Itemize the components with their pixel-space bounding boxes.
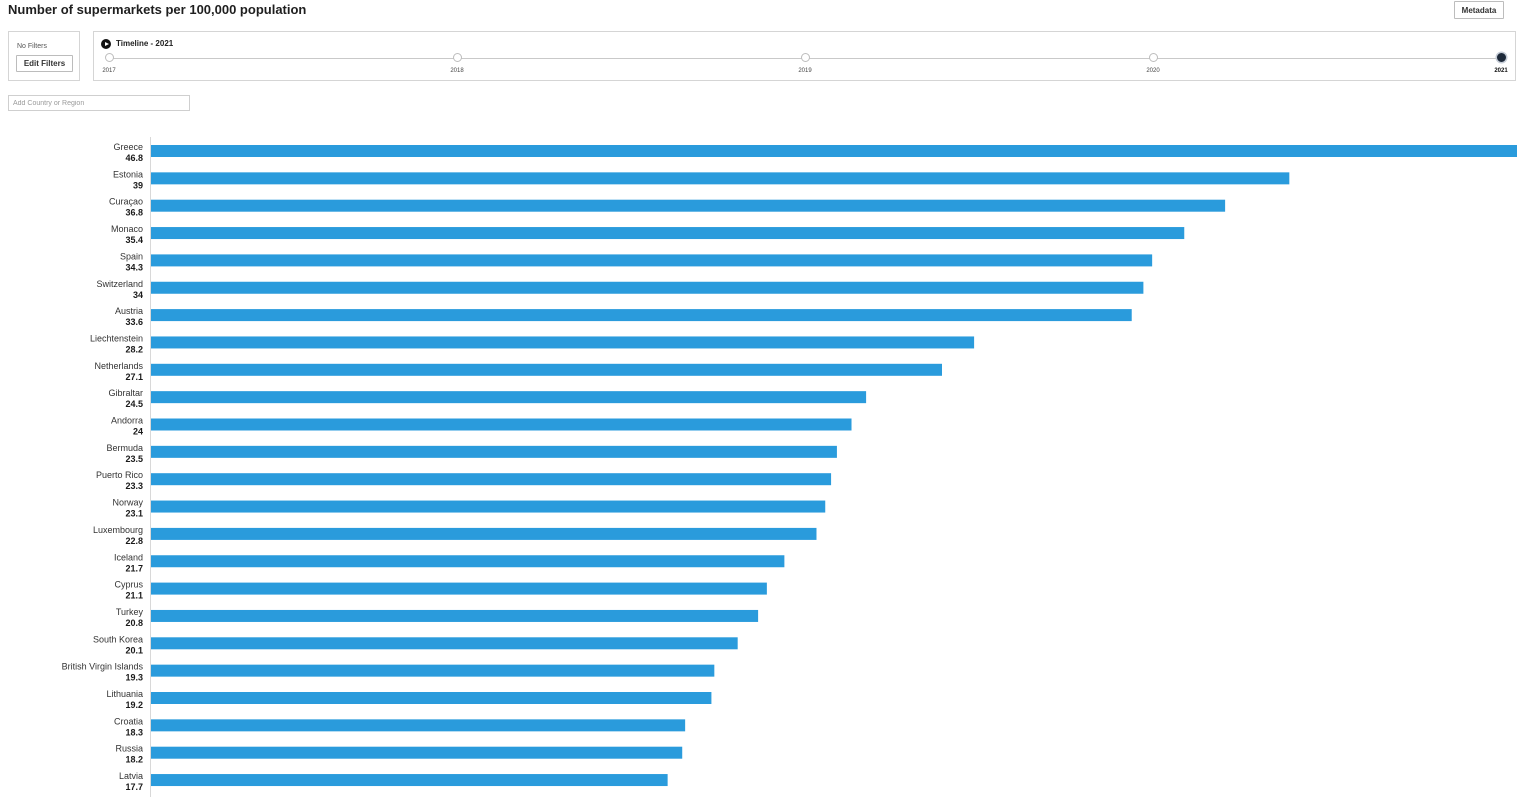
bar-category-label: Monaco	[111, 224, 143, 234]
timeline-node-2020[interactable]	[1149, 53, 1158, 62]
play-icon	[104, 42, 109, 46]
country-search-input[interactable]	[8, 95, 190, 111]
bar-estonia[interactable]	[151, 172, 1290, 185]
bar-value-label: 23.3	[125, 481, 143, 491]
bar-category-label: Russia	[115, 744, 143, 754]
bar-russia[interactable]	[151, 746, 683, 759]
bar-value-label: 35.4	[125, 235, 143, 245]
bar-value-label: 18.2	[125, 755, 143, 765]
timeline-node-2019[interactable]	[801, 53, 810, 62]
timeline-node-2017[interactable]	[105, 53, 114, 62]
bar-value-label: 28.2	[125, 344, 143, 354]
bar-turkey[interactable]	[151, 609, 759, 622]
bar-value-label: 21.7	[125, 563, 143, 573]
bar-value-label: 23.1	[125, 509, 143, 519]
bar-category-label: Spain	[120, 251, 143, 261]
bar-norway[interactable]	[151, 500, 826, 513]
page-title: Number of supermarkets per 100,000 popul…	[8, 2, 307, 17]
filter-status-text: No Filters	[17, 43, 47, 50]
timeline-label-2019[interactable]: 2019	[798, 68, 812, 74]
bar-category-label: Liechtenstein	[90, 333, 143, 343]
bar-value-label: 24	[133, 427, 143, 437]
bar-category-label: Latvia	[119, 771, 143, 781]
bar-value-label: 36.8	[125, 208, 143, 218]
bar-category-label: Iceland	[114, 552, 143, 562]
bar-south-korea[interactable]	[151, 637, 738, 650]
metadata-button[interactable]: Metadata	[1454, 1, 1504, 19]
bar-andorra[interactable]	[151, 418, 852, 431]
bar-value-label: 24.5	[125, 399, 143, 409]
bar-gibraltar[interactable]	[151, 391, 867, 404]
bar-value-label: 34.3	[125, 262, 143, 272]
bar-spain[interactable]	[151, 254, 1153, 267]
bar-value-label: 17.7	[125, 782, 143, 792]
bar-value-label: 21.1	[125, 591, 143, 601]
bar-category-label: Austria	[115, 306, 143, 316]
filter-panel: No Filters Edit Filters	[8, 31, 80, 81]
edit-filters-button[interactable]: Edit Filters	[16, 55, 73, 72]
bar-croatia[interactable]	[151, 719, 686, 732]
bar-value-label: 22.8	[125, 536, 143, 546]
bar-category-label: Estonia	[113, 169, 143, 179]
bar-austria[interactable]	[151, 309, 1132, 322]
bar-value-label: 34	[133, 290, 143, 300]
bar-value-label: 39	[133, 180, 143, 190]
bar-value-label: 19.3	[125, 673, 143, 683]
bar-liechtenstein[interactable]	[151, 336, 975, 349]
bar-category-label: Puerto Rico	[96, 470, 143, 480]
play-button[interactable]	[101, 39, 111, 49]
bar-value-label: 18.3	[125, 727, 143, 737]
bar-monaco[interactable]	[151, 227, 1185, 240]
bar-category-label: Norway	[112, 498, 143, 508]
bar-latvia[interactable]	[151, 774, 668, 787]
bar-value-label: 20.1	[125, 645, 143, 655]
bar-value-label: 27.1	[125, 372, 143, 382]
bar-category-label: Greece	[113, 142, 143, 152]
bar-puerto-rico[interactable]	[151, 473, 832, 486]
bar-bermuda[interactable]	[151, 445, 837, 458]
bar-category-label: Turkey	[116, 607, 144, 617]
bar-category-label: South Korea	[93, 634, 143, 644]
bar-category-label: Luxembourg	[93, 525, 143, 535]
timeline-panel: Timeline - 2021 2017 2018 2019 2020 2021	[93, 31, 1516, 81]
timeline-title: Timeline - 2021	[116, 39, 174, 48]
bar-category-label: Switzerland	[96, 279, 143, 289]
bar-category-label: Cyprus	[114, 580, 143, 590]
bar-category-label: British Virgin Islands	[62, 662, 144, 672]
timeline-node-2018[interactable]	[453, 53, 462, 62]
bar-curacao[interactable]	[151, 199, 1226, 212]
bar-luxembourg[interactable]	[151, 527, 817, 540]
bar-category-label: Andorra	[111, 416, 143, 426]
timeline-node-2021[interactable]	[1497, 53, 1506, 62]
bar-category-label: Bermuda	[106, 443, 143, 453]
bar-category-label: Croatia	[114, 716, 143, 726]
timeline-label-2020[interactable]: 2020	[1146, 68, 1160, 74]
bar-value-label: 20.8	[125, 618, 143, 628]
bar-value-label: 19.2	[125, 700, 143, 710]
bar-category-label: Gibraltar	[108, 388, 143, 398]
bar-category-label: Netherlands	[94, 361, 143, 371]
timeline-label-2017[interactable]: 2017	[102, 68, 116, 74]
timeline-label-2018[interactable]: 2018	[450, 68, 464, 74]
bar-iceland[interactable]	[151, 555, 785, 568]
bar-lithuania[interactable]	[151, 692, 712, 704]
bar-value-label: 23.5	[125, 454, 143, 464]
bar-category-label: Curaçao	[109, 197, 143, 207]
bar-greece[interactable]	[151, 145, 1517, 157]
bar-british-virgin-islands[interactable]	[151, 664, 715, 677]
bar-value-label: 33.6	[125, 317, 143, 327]
bar-netherlands[interactable]	[151, 363, 942, 376]
bar-switzerland[interactable]	[151, 281, 1144, 294]
bar-category-label: Lithuania	[106, 689, 143, 699]
timeline-label-2021[interactable]: 2021	[1494, 68, 1508, 74]
bar-cyprus[interactable]	[151, 582, 767, 595]
bar-value-label: 46.8	[125, 153, 143, 163]
